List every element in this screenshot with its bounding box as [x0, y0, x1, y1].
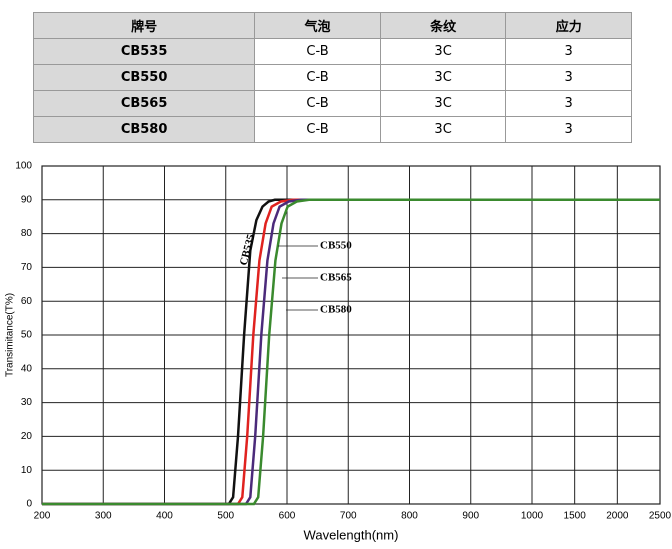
table-row: CB580 C-B 3C 3 [32, 116, 632, 143]
header-cell: 气泡 [254, 12, 381, 39]
x-tick-label: 500 [217, 511, 234, 522]
chart: 0 10 20 30 40 50 60 70 80 90 100 200 300 400 500 600 700… [5, 161, 672, 543]
x-tick-label: 600 [279, 511, 296, 522]
header-cell: 应力 [505, 12, 632, 39]
x-tick-label: 1000 [521, 511, 544, 522]
table-cell: 3 [505, 116, 632, 143]
spec-table: 牌号 气泡 条纹 应力 CB535 C-B 3C 3 CB550 C-B 3C 3 CB565 C-B 3C… [32, 12, 632, 143]
x-tick-label: 900 [462, 511, 479, 522]
table-cell: 3C [379, 116, 507, 143]
table-cell: C-B [254, 64, 381, 91]
y-tick-label: 40 [21, 363, 33, 374]
table-cell: 3 [505, 64, 632, 91]
y-tick-label: 70 [21, 262, 33, 273]
table-cell: CB550 [32, 64, 256, 91]
curve-label: CB565 [320, 272, 352, 284]
curve-label: CB580 [320, 304, 352, 316]
y-tick-label: 10 [21, 465, 33, 476]
header-cell: 条纹 [379, 12, 507, 39]
y-tick-label: 30 [21, 397, 33, 408]
x-tick-label: 200 [34, 511, 51, 522]
y-tick-label: 20 [21, 431, 33, 442]
y-tick-label: 100 [15, 161, 32, 172]
header-cell: 牌号 [32, 12, 256, 39]
x-tick-label: 2500 [649, 511, 672, 522]
table-cell: 3 [505, 90, 632, 117]
table-row: CB535 C-B 3C 3 [32, 38, 632, 65]
x-axis-label: Wavelength(nm) [304, 527, 399, 542]
header-row: 牌号 气泡 条纹 应力 [32, 12, 632, 39]
table-cell: C-B [254, 90, 381, 117]
x-tick-label: 300 [95, 511, 112, 522]
table-cell: 3 [505, 38, 632, 65]
x-tick-label: 1500 [564, 511, 587, 522]
table-row: CB550 C-B 3C 3 [32, 64, 632, 91]
table-cell: C-B [254, 116, 381, 143]
y-tick-label: 90 [21, 194, 33, 205]
y-tick-label: 50 [21, 330, 33, 341]
table-row: CB565 C-B 3C 3 [32, 90, 632, 117]
line-series [42, 198, 660, 506]
table-cell: C-B [254, 38, 381, 65]
x-tick-label: 2000 [606, 511, 629, 522]
curve-label: CB535 [238, 232, 258, 266]
x-tick-label: 800 [401, 511, 418, 522]
curve-label: CB550 [320, 240, 352, 252]
line-series [42, 198, 660, 506]
line-series [42, 198, 660, 506]
y-axis-label: Transimitance(T%) [5, 293, 16, 377]
x-tick-label: 700 [340, 511, 357, 522]
y-tick-label: 0 [26, 499, 32, 510]
plot-frame [41, 165, 661, 505]
y-tick-label: 80 [21, 228, 33, 239]
x-tick-label: 400 [156, 511, 173, 522]
y-tick-label: 60 [21, 296, 33, 307]
table-cell: CB580 [32, 116, 256, 143]
table-cell: 3C [379, 64, 507, 91]
table-cell: 3C [379, 38, 507, 65]
table-cell: CB565 [32, 90, 256, 117]
table-cell: 3C [379, 90, 507, 117]
table-cell: CB535 [32, 38, 256, 65]
line-series [42, 198, 660, 506]
